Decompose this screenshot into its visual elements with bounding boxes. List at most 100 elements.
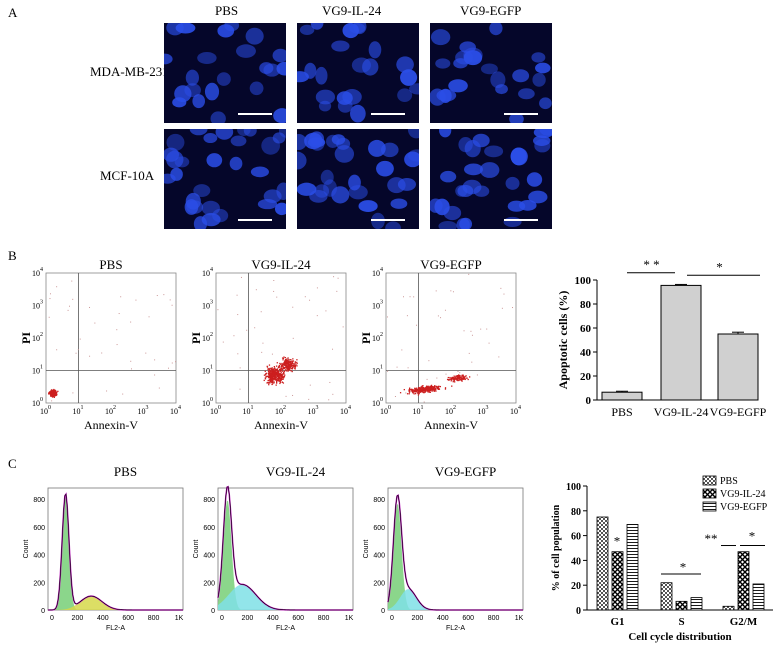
flow-dot — [280, 365, 282, 368]
flow-dot — [421, 390, 423, 393]
flow-dot — [425, 387, 427, 390]
flow-dot — [281, 369, 283, 371]
nucleus — [273, 108, 286, 123]
flow-dot — [415, 391, 417, 393]
flow-dot — [284, 360, 286, 362]
flow-dot — [288, 363, 290, 365]
micrograph-mcf-vg9-egfp — [430, 129, 552, 229]
y-tick-exp: 3 — [380, 300, 383, 306]
y-tick-exp: 2 — [380, 332, 383, 338]
flow-dot — [287, 369, 290, 371]
flow-dot — [279, 379, 282, 381]
flow-dot — [435, 386, 438, 388]
flow-dot — [292, 394, 294, 396]
flow-dot — [290, 365, 292, 368]
flow-dot — [417, 389, 419, 392]
flow-dot — [53, 394, 55, 396]
col-title-vg9-il24: VG9-IL-24 — [322, 3, 382, 18]
flow-dot — [434, 387, 437, 389]
flow-dot — [53, 390, 56, 393]
flow-dot — [280, 364, 283, 366]
flow-dot — [333, 276, 335, 278]
panel-label-b: B — [8, 248, 17, 263]
flow-dot — [280, 371, 282, 373]
x-axis-label: Cell cycle distribution — [628, 631, 731, 643]
flow-dot — [414, 392, 417, 395]
flow-dot — [263, 374, 266, 376]
nucleus — [237, 129, 251, 136]
flow-dot — [423, 388, 425, 390]
nucleus — [250, 166, 269, 178]
flow-dot — [459, 379, 461, 381]
flow-dot — [292, 365, 295, 367]
flow-dot — [49, 393, 52, 396]
y-tick-label: 400 — [373, 553, 385, 560]
flow-dot — [284, 374, 286, 376]
flow-dot — [275, 376, 278, 378]
flow-dot — [269, 377, 271, 380]
flow-dot — [273, 280, 275, 282]
flow-dot — [270, 368, 272, 370]
flow-dot — [269, 367, 271, 370]
flow-dot — [278, 380, 280, 382]
flow-dot — [435, 290, 437, 292]
flow-dot — [281, 368, 283, 370]
flow-dot — [459, 372, 461, 374]
flow-dot — [414, 388, 416, 391]
flow-dot — [56, 286, 58, 288]
flow-dot — [285, 367, 288, 369]
flow-dot — [439, 385, 442, 388]
legend-label: PBS — [720, 476, 738, 487]
flow-dot — [457, 379, 459, 382]
y-tick-label: 400 — [203, 553, 215, 560]
nucleus — [368, 139, 386, 157]
flow-dot — [471, 361, 473, 363]
flow-dot — [337, 277, 339, 279]
flow-dot — [284, 363, 286, 365]
flow-dot — [428, 388, 430, 390]
flow-dot — [287, 365, 290, 367]
flow-dot — [283, 356, 285, 358]
x-tick-label: VG9-IL-24 — [654, 405, 709, 419]
flow-dot — [418, 389, 420, 391]
flow-dot — [316, 315, 318, 317]
flow-dot — [449, 378, 451, 380]
flow-dot — [263, 379, 265, 382]
flow-dot — [278, 377, 280, 379]
flow-dot — [268, 372, 271, 374]
flow-dot — [274, 378, 276, 380]
flow-y-label: PI — [359, 332, 373, 344]
x-tick-label: 800 — [148, 615, 160, 622]
x-tick-exp: 4 — [178, 405, 181, 411]
flow-dot — [276, 296, 278, 298]
flow-dot — [407, 367, 409, 369]
flow-dot — [428, 360, 430, 362]
flow-dot — [422, 385, 424, 387]
histogram-title: VG9-IL-24 — [266, 464, 326, 479]
flow-dot — [293, 363, 295, 365]
nucleus — [326, 134, 340, 148]
x-tick-label: 1K — [515, 615, 524, 622]
flow-dot — [171, 304, 173, 306]
flow-dot — [336, 290, 338, 292]
flow-dot — [237, 314, 239, 316]
flow-plot-frame — [385, 272, 517, 404]
y-tick-exp: 1 — [380, 365, 383, 371]
flow-dot — [285, 365, 287, 367]
y-tick-label: 10 — [372, 367, 380, 376]
flow-dot — [296, 365, 298, 367]
flow-dot — [458, 379, 460, 382]
flow-dot — [289, 369, 291, 371]
flow-dot — [455, 375, 458, 377]
flow-dot — [294, 361, 296, 363]
flow-dot — [280, 367, 282, 369]
x-tick-label: 10 — [340, 407, 348, 416]
flow-dot — [316, 287, 318, 289]
flow-dot — [417, 391, 419, 394]
flow-dot — [277, 376, 279, 378]
sig-marker: * — [680, 560, 687, 575]
nucleus — [463, 50, 483, 66]
flow-dot — [279, 379, 281, 381]
